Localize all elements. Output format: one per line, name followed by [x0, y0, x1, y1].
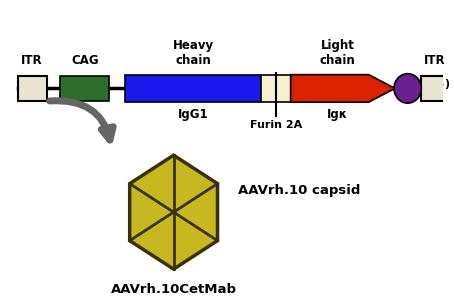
Text: IgG1: IgG1: [178, 108, 208, 121]
Polygon shape: [291, 74, 395, 102]
Text: Igκ: Igκ: [327, 108, 348, 121]
Polygon shape: [130, 155, 217, 269]
FancyBboxPatch shape: [125, 74, 262, 102]
Text: AAVrh.10CetMab: AAVrh.10CetMab: [111, 283, 237, 296]
Text: ITR: ITR: [424, 54, 446, 67]
Text: ITR: ITR: [21, 54, 43, 67]
Ellipse shape: [394, 74, 421, 103]
Text: Light
chain: Light chain: [320, 39, 355, 67]
Text: Furin 2A: Furin 2A: [250, 120, 302, 130]
FancyBboxPatch shape: [18, 76, 47, 101]
Text: CAG: CAG: [71, 54, 99, 67]
Text: Heavy
chain: Heavy chain: [173, 39, 214, 67]
FancyBboxPatch shape: [421, 76, 449, 101]
FancyBboxPatch shape: [60, 76, 109, 101]
FancyBboxPatch shape: [262, 74, 291, 102]
Text: (A$_n$): (A$_n$): [425, 77, 450, 91]
Text: AAVrh.10 capsid: AAVrh.10 capsid: [238, 184, 360, 197]
